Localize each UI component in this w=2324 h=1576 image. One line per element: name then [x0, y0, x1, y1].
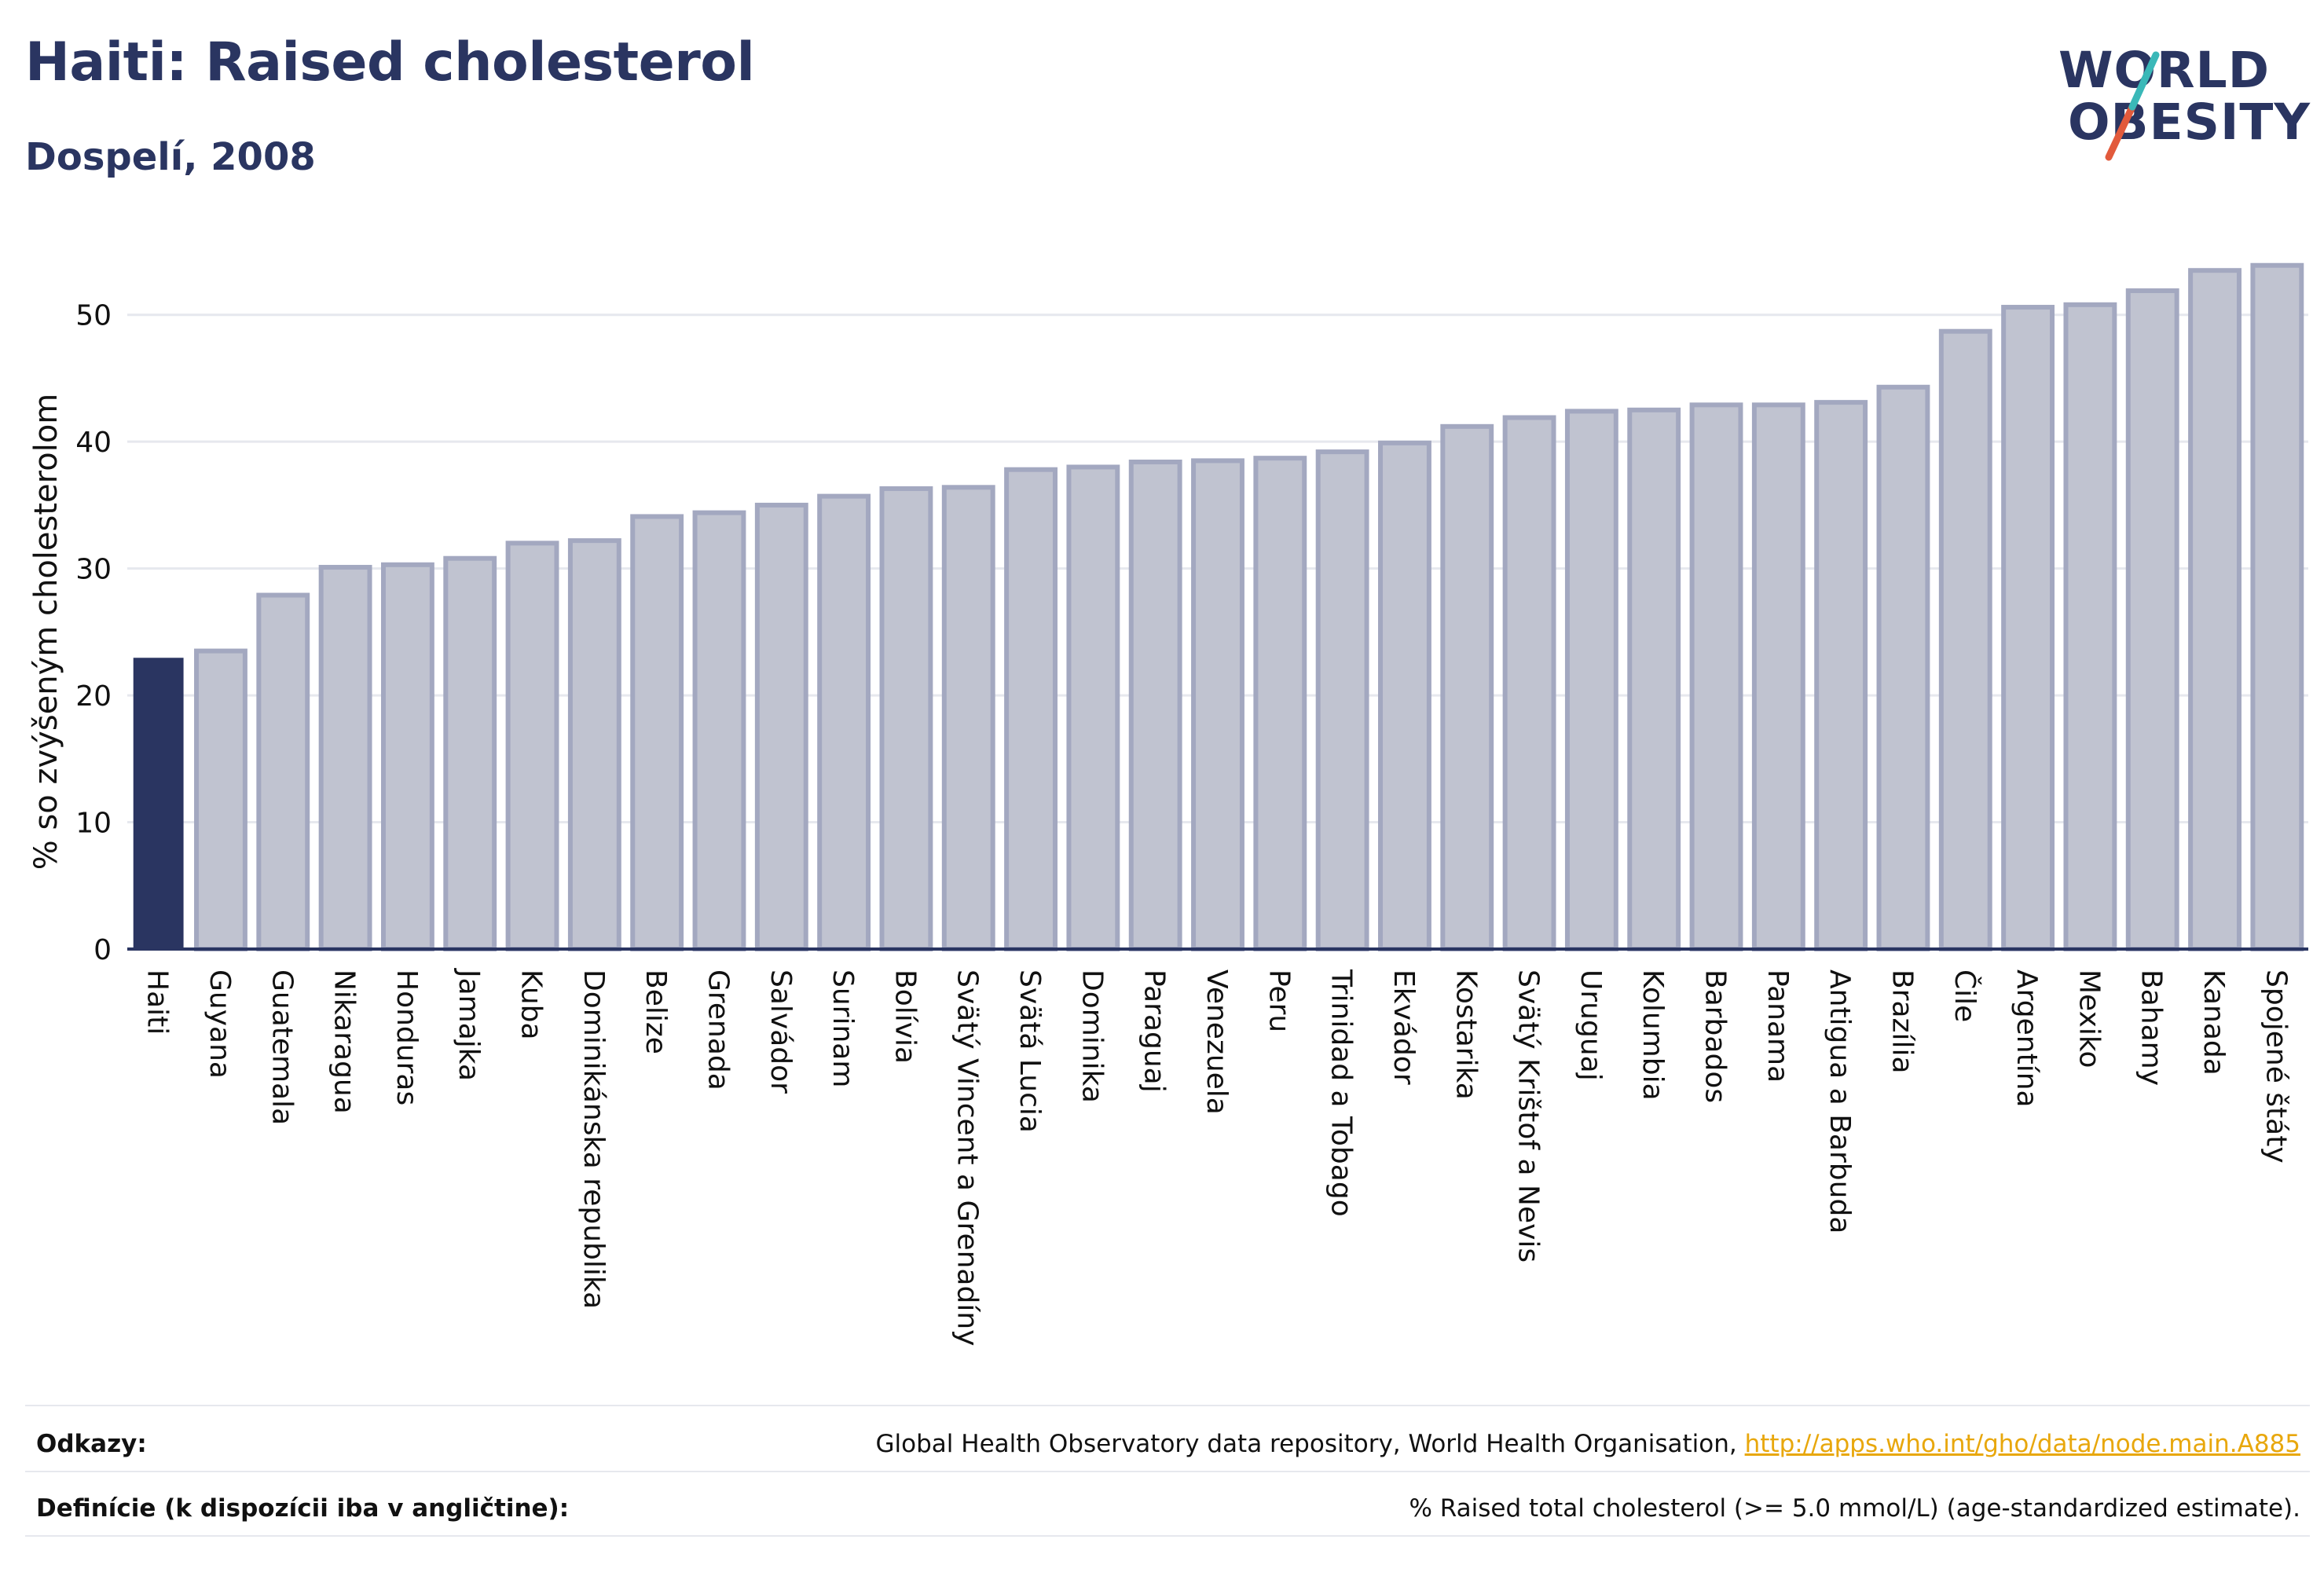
bar — [630, 514, 684, 951]
x-tick-label: Peru — [1263, 969, 1295, 1032]
bar — [2125, 288, 2179, 951]
bar — [692, 510, 746, 951]
x-tick-label: Haiti — [141, 969, 174, 1035]
y-tick-label: 10 — [75, 808, 112, 840]
bar — [1689, 402, 1743, 951]
x-tick-label: Guatemala — [266, 969, 298, 1125]
x-tick-label: Antigua a Barbuda — [1824, 969, 1856, 1233]
bar — [1564, 409, 1618, 951]
x-tick-label: Belize — [640, 969, 672, 1054]
y-tick-label: 20 — [75, 680, 112, 713]
logo-line-1: WORLD — [2058, 42, 2270, 99]
bar — [194, 648, 247, 952]
bar — [754, 502, 808, 951]
x-tick-label: Kostarika — [1450, 969, 1482, 1100]
x-tick-label: Uruguaj — [1574, 969, 1607, 1081]
bar — [2250, 262, 2304, 951]
x-tick-label: Kuba — [515, 969, 548, 1040]
bar — [817, 493, 871, 951]
bar — [1751, 402, 1805, 951]
x-tick-label: Salvádor — [764, 969, 797, 1094]
definitions-value: % Raised total cholesterol (>= 5.0 mmol/… — [1409, 1494, 2300, 1523]
footer-divider-top — [25, 1405, 2310, 1406]
y-tick-label: 30 — [75, 554, 112, 586]
page-title: Haiti: Raised cholesterol — [25, 31, 755, 93]
page-subtitle: Dospelí, 2008 — [25, 135, 316, 179]
y-axis-title: % so zvýšeným cholesterolom — [28, 394, 64, 870]
bar — [133, 658, 184, 950]
x-tick-label: Dominikánska republika — [577, 969, 610, 1309]
x-tick-label: Nikaragua — [328, 969, 361, 1114]
y-tick-label: 0 — [93, 934, 112, 966]
x-tick-label: Spojené štáty — [2260, 969, 2292, 1164]
bar — [1066, 464, 1120, 951]
bar — [1627, 407, 1681, 951]
bar — [879, 486, 933, 951]
references-link[interactable]: http://apps.who.int/gho/data/node.main.A… — [1744, 1430, 2300, 1458]
bar — [1502, 415, 1556, 951]
bar — [1938, 328, 1992, 951]
x-tick-label: Bolívia — [889, 969, 921, 1064]
x-tick-label: Trinidad a Tobago — [1325, 969, 1358, 1217]
bar — [1378, 440, 1431, 951]
bar — [1440, 423, 1494, 951]
y-tick-label: 40 — [75, 427, 112, 459]
bar — [1191, 458, 1244, 951]
bar — [1253, 456, 1307, 951]
references-label: Odkazy: — [36, 1430, 147, 1458]
x-tick-label: Paraguaj — [1138, 969, 1171, 1093]
bar — [505, 541, 559, 951]
x-tick-label: Dominika — [1076, 969, 1108, 1103]
bar — [1315, 449, 1369, 951]
x-tick-label: Panama — [1761, 969, 1794, 1083]
footer-divider-middle — [25, 1471, 2310, 1472]
x-tick-label: Argentína — [2011, 969, 2043, 1108]
x-tick-label: Čile — [1948, 969, 1981, 1022]
bar — [256, 592, 310, 951]
x-tick-label: Brazília — [1886, 969, 1918, 1074]
x-tick-label: Grenada — [702, 969, 734, 1090]
x-tick-label: Kolumbia — [1637, 969, 1669, 1101]
x-tick-label: Jamajka — [453, 968, 485, 1081]
bar — [567, 538, 621, 951]
x-tick-label: Svätý Krištof a Nevis — [1512, 969, 1545, 1263]
logo-line-2: OBESITY — [2068, 93, 2311, 151]
x-tick-label: Surinam — [827, 969, 859, 1087]
footer-divider-bottom — [25, 1535, 2310, 1537]
x-tick-label: Svätý Vincent a Grenadíny — [951, 969, 984, 1346]
x-tick-label: Venezuela — [1200, 969, 1233, 1115]
references-text: Global Health Observatory data repositor… — [875, 1430, 1745, 1458]
bar — [2063, 302, 2117, 951]
logo-slash-icon — [2105, 51, 2160, 161]
bar — [2001, 305, 2055, 952]
x-tick-label: Svätá Lucia — [1014, 969, 1046, 1133]
x-tick-label: Mexiko — [2073, 969, 2105, 1068]
x-tick-label: Guyana — [203, 969, 236, 1079]
bar — [2188, 268, 2242, 951]
x-tick-label: Honduras — [390, 969, 423, 1105]
bar — [941, 485, 995, 951]
bar — [443, 555, 497, 951]
bar — [1814, 400, 1868, 951]
x-tick-label: Barbados — [1699, 969, 1732, 1103]
bar — [380, 562, 434, 951]
world-obesity-logo: WORLD OBESITY — [2043, 24, 2310, 165]
bar — [1128, 460, 1182, 951]
x-tick-label: Kanada — [2198, 969, 2230, 1076]
bar — [1876, 384, 1930, 952]
x-tick-label: Ekvádor — [1387, 969, 1420, 1085]
definitions-label: Definície (k dispozícii iba v angličtine… — [36, 1494, 570, 1523]
x-tick-label: Bahamy — [2135, 969, 2168, 1086]
bar — [1004, 467, 1058, 951]
bar-chart: 0 10 20 30 40 50 % so zvýšeným cholesterolom Ha… — [28, 262, 2308, 1346]
y-tick-label: 50 — [75, 300, 112, 332]
bar — [318, 565, 372, 951]
references-value: Global Health Observatory data repositor… — [876, 1430, 2300, 1458]
